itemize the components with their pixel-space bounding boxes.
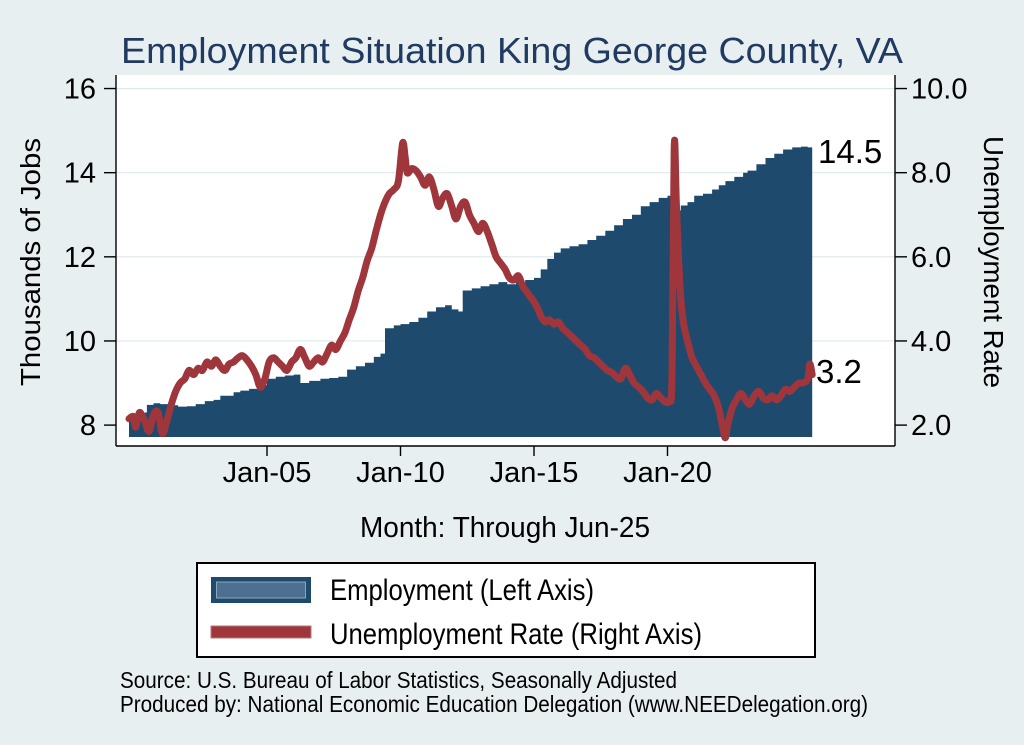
x-tick-label: Jan-05 xyxy=(223,457,312,489)
legend-label-unemployment: Unemployment Rate (Right Axis) xyxy=(330,618,702,651)
employment-area-series xyxy=(129,146,813,437)
x-tick-label: Jan-20 xyxy=(623,457,712,489)
produced-by-note: Produced by: National Economic Education… xyxy=(120,691,868,717)
employment-end-value-label: 14.5 xyxy=(818,133,882,170)
unemployment-line-series xyxy=(125,136,816,442)
legend: Employment (Left Axis) Unemployment Rate… xyxy=(196,562,816,658)
left-tick-label: 12 xyxy=(64,242,96,274)
right-tick-label: 6.0 xyxy=(911,242,951,274)
right-tick-label: 4.0 xyxy=(911,326,951,358)
left-axis-ticks: 8 10 12 14 16 xyxy=(64,74,116,442)
x-tick-label: Jan-15 xyxy=(490,457,579,489)
x-tick-label: Jan-10 xyxy=(356,457,445,489)
left-tick-label: 16 xyxy=(64,74,96,106)
chart-title: Employment Situation King George County,… xyxy=(121,30,903,71)
left-axis-title: Thousands of Jobs xyxy=(15,138,46,386)
legend-label-employment: Employment (Left Axis) xyxy=(330,574,594,607)
data-series xyxy=(125,136,816,442)
right-axis-title: Unemployment Rate xyxy=(978,136,1009,388)
source-note: Source: U.S. Bureau of Labor Statistics,… xyxy=(120,667,677,693)
employment-swatch-inner xyxy=(216,581,306,599)
unemployment-swatch-line xyxy=(210,625,312,639)
right-tick-label: 2.0 xyxy=(911,410,951,442)
left-tick-label: 10 xyxy=(64,326,96,358)
x-axis-ticks: Jan-05 Jan-10 Jan-15 Jan-20 xyxy=(223,446,712,489)
left-tick-label: 14 xyxy=(64,158,96,190)
unemployment-end-value-label: 3.2 xyxy=(816,353,862,390)
right-axis-ticks: 2.0 4.0 6.0 8.0 10.0 xyxy=(895,74,967,442)
right-tick-label: 10.0 xyxy=(911,74,967,106)
left-tick-label: 8 xyxy=(80,410,96,442)
x-axis-title: Month: Through Jun-25 xyxy=(360,512,650,544)
right-tick-label: 8.0 xyxy=(911,158,951,190)
